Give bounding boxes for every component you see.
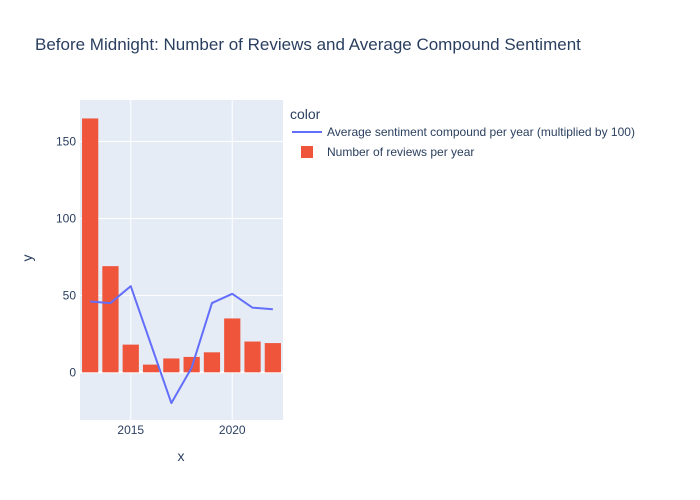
x-axis-ticks: 2015 2020 xyxy=(117,423,246,437)
bar[interactable] xyxy=(122,344,139,373)
y-tick-label: 150 xyxy=(56,135,76,149)
legend-item-line[interactable]: Average sentiment compound per year (mul… xyxy=(292,125,635,139)
y-tick-label: 100 xyxy=(56,211,76,225)
legend-title: color xyxy=(290,106,321,122)
x-tick-label: 2015 xyxy=(117,423,144,437)
bar[interactable] xyxy=(264,343,281,373)
y-axis-title: y xyxy=(19,255,35,262)
chart-title: Before Midnight: Number of Reviews and A… xyxy=(35,35,581,54)
y-tick-label: 0 xyxy=(69,365,76,379)
legend-label-line: Average sentiment compound per year (mul… xyxy=(327,125,635,139)
bar[interactable] xyxy=(244,341,261,373)
legend-label-bar: Number of reviews per year xyxy=(327,145,474,159)
bar[interactable] xyxy=(82,118,99,373)
y-tick-label: 50 xyxy=(63,288,77,302)
bar[interactable] xyxy=(163,358,180,373)
bar-series xyxy=(82,118,281,373)
line-path[interactable] xyxy=(90,285,273,405)
x-tick-label: 2020 xyxy=(219,423,246,437)
legend: color Average sentiment compound per yea… xyxy=(290,106,635,159)
bar[interactable] xyxy=(203,352,221,373)
x-axis-title: x xyxy=(178,448,185,464)
legend-bar-swatch xyxy=(301,146,313,158)
bar[interactable] xyxy=(102,266,119,373)
bar[interactable] xyxy=(142,364,160,373)
legend-item-bar[interactable]: Number of reviews per year xyxy=(301,145,474,159)
line-series xyxy=(90,285,273,405)
y-axis-ticks: 0 50 100 150 xyxy=(56,135,76,380)
bar[interactable] xyxy=(224,318,241,373)
